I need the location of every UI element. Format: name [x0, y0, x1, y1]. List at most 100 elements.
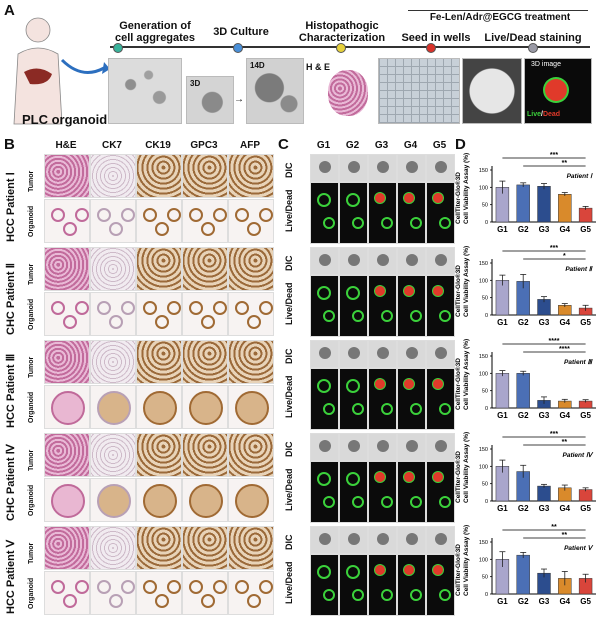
dic-image [310, 433, 339, 461]
timeline-dot-3 [336, 43, 346, 53]
step-title-1: Generation of cell aggregates [114, 20, 196, 44]
patient-label: CHC Patient Ⅳ [5, 444, 17, 521]
culture-14d-image: 14D [246, 58, 304, 124]
sig-label: *** [550, 431, 558, 438]
bar [537, 186, 551, 223]
bar [516, 184, 530, 223]
culture-3d-image: 3D [186, 76, 234, 124]
livedead-image [368, 275, 397, 337]
organoid-stain-tile [182, 199, 228, 243]
viability-chart: CellTiter-Glo®3D Cell Viability Assay (%)… [454, 338, 596, 420]
livedead-image [310, 275, 339, 337]
organoid-stain-tile [228, 292, 274, 336]
tumor-stain-tile [90, 340, 136, 384]
tumor-stain-tile [44, 526, 90, 570]
viability-chart: CellTiter-Glo®3D Cell Viability Assay (%)… [454, 245, 596, 327]
row-label-tumor: Tumor [28, 542, 35, 564]
y-tick-label: 100 [479, 185, 488, 191]
organoid-stain-tile [182, 571, 228, 615]
x-tick-label: G1 [497, 411, 508, 420]
x-tick-label: G5 [580, 411, 591, 420]
chart-title: Patient Ⅴ [564, 545, 593, 552]
x-tick-label: G2 [518, 318, 529, 327]
livedead-image [426, 368, 455, 430]
x-tick-label: G3 [539, 504, 550, 513]
x-tick-label: G4 [559, 225, 570, 234]
row-label-organoid: Organoid [28, 391, 35, 423]
tumor-stain-tile [44, 340, 90, 384]
y-axis-label: CellTiter-Glo®3D [454, 451, 462, 503]
patient-label: HCC Patient Ⅲ [5, 353, 17, 428]
x-tick-label: G4 [559, 411, 570, 420]
chart-title: Patient Ⅲ [564, 359, 593, 366]
sig-label: **** [549, 338, 560, 345]
x-tick-label: G4 [559, 504, 570, 513]
livedead-image [339, 368, 368, 430]
livedead-image [426, 275, 455, 337]
livedead-image [426, 554, 455, 616]
row-label-livedead: Live/Dead [284, 561, 294, 604]
organoid-stain-tile [228, 199, 274, 243]
dic-image [426, 154, 455, 182]
tumor-stain-tile [136, 433, 182, 477]
sig-label: ** [562, 532, 568, 539]
organoid-stain-tile [90, 478, 136, 522]
livedead-image [426, 182, 455, 244]
group-header: G4 [403, 140, 418, 151]
livedead-image [310, 554, 339, 616]
tumor-stain-tile [44, 433, 90, 477]
y-axis-label: Cell Viability Assay (%) [463, 246, 470, 317]
tumor-stain-tile [90, 247, 136, 291]
bar [495, 373, 510, 409]
dic-image [397, 340, 426, 368]
tumor-stain-tile [44, 154, 90, 198]
y-tick-label: 50 [482, 389, 488, 395]
row-label-tumor: Tumor [28, 356, 35, 378]
panel-letter-d: D [455, 136, 466, 153]
y-tick-label: 0 [485, 313, 488, 319]
sig-label: * [563, 253, 566, 260]
x-tick-label: G1 [497, 504, 508, 513]
organoid-stain-tile [136, 292, 182, 336]
organoid-stain-tile [182, 385, 228, 429]
tumor-stain-tile [44, 247, 90, 291]
livedead-image [310, 368, 339, 430]
y-tick-label: 100 [479, 557, 488, 563]
livedead-image [339, 275, 368, 337]
bar [516, 373, 530, 409]
x-tick-label: G3 [539, 411, 550, 420]
organoid-stain-tile [90, 199, 136, 243]
row-label-livedead: Live/Dead [284, 189, 294, 232]
x-tick-label: G2 [518, 597, 529, 606]
dic-image [310, 526, 339, 554]
he-section-image: H & E [306, 62, 370, 120]
organoid-stain-tile [228, 385, 274, 429]
row-label-organoid: Organoid [28, 205, 35, 237]
bar [558, 194, 572, 223]
treatment-bracket [408, 10, 588, 11]
row-label-dic: DIC [284, 534, 294, 551]
y-axis-label: CellTiter-Glo®3D [454, 265, 462, 317]
histo-col-header: GPC3 [190, 140, 218, 151]
liver-icon [24, 68, 52, 85]
livedead-image [368, 368, 397, 430]
tumor-stain-tile [90, 154, 136, 198]
livedead-image [397, 368, 426, 430]
well-plate-image [378, 58, 460, 124]
organoid-label: PLC organoid [22, 112, 108, 127]
x-tick-label: G2 [518, 225, 529, 234]
viability-chart: CellTiter-Glo®3D Cell Viability Assay (%)… [454, 431, 596, 513]
dic-image [368, 526, 397, 554]
livedead-image [397, 461, 426, 523]
row-label-dic: DIC [284, 441, 294, 458]
sig-label: ** [551, 524, 557, 531]
sig-label: **** [559, 346, 570, 353]
viability-charts: CellTiter-Glo®3D Cell Viability Assay (%)… [452, 150, 600, 617]
row-label-livedead: Live/Dead [284, 282, 294, 325]
chart-title: Patient Ⅳ [563, 452, 594, 459]
y-tick-label: 50 [482, 482, 488, 488]
organoid-stain-tile [228, 571, 274, 615]
organoid-stain-tile [90, 571, 136, 615]
livedead-image [310, 182, 339, 244]
aggregates-image [108, 58, 182, 124]
